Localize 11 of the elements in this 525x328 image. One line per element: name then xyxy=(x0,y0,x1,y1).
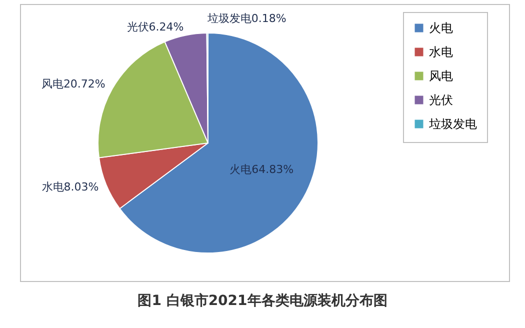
text: 图1 白银市2021年各类电源装机分布图 xyxy=(136,292,388,310)
legend-label: 垃圾发电 xyxy=(428,117,477,131)
legend-label: 风电 xyxy=(429,69,453,83)
data-label: 垃圾发电0.18% xyxy=(206,12,286,25)
legend-label: 水电 xyxy=(429,45,453,59)
data-label: 光伏6.24% xyxy=(126,20,184,34)
legend-label: 火电 xyxy=(429,21,453,35)
legend-label: 光伏 xyxy=(429,93,453,107)
data-label: 火电64.83% xyxy=(230,162,294,176)
data-label: 风电20.72% xyxy=(41,78,106,91)
data-label: 水电8.03% xyxy=(42,180,99,194)
